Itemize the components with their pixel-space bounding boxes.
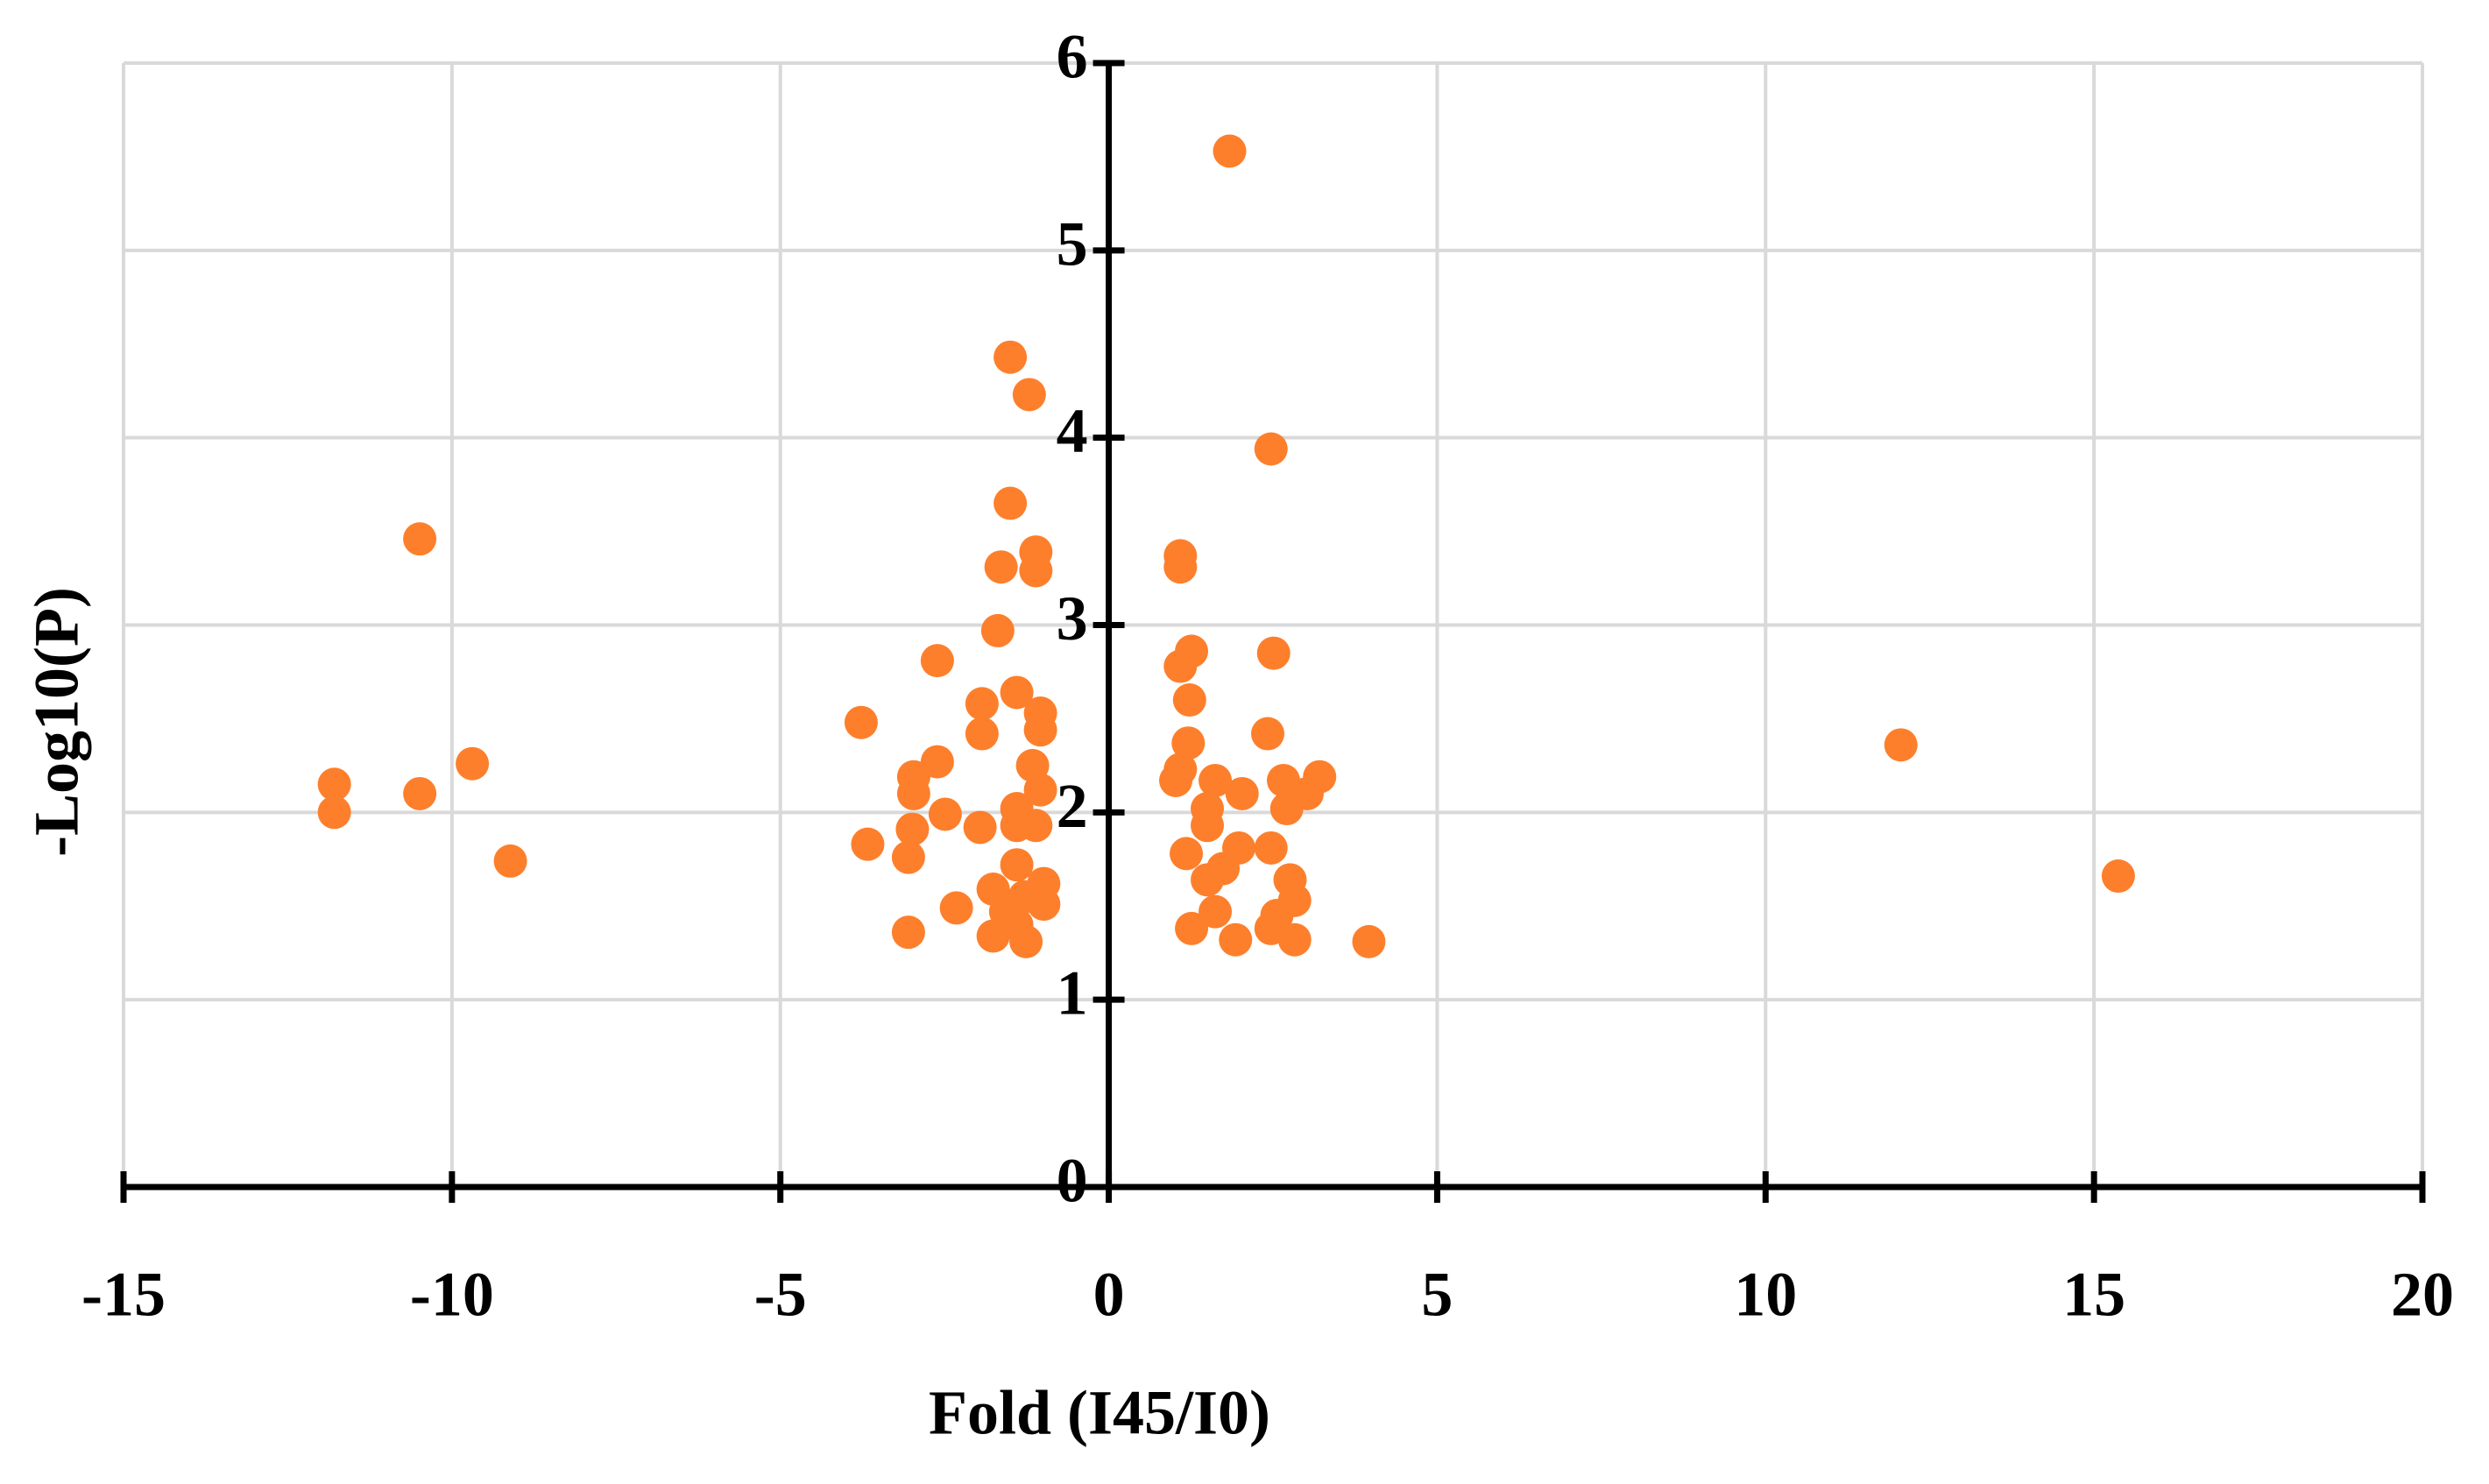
point xyxy=(1012,378,1046,412)
point xyxy=(1000,848,1034,882)
point xyxy=(1256,636,1290,670)
point xyxy=(1159,763,1193,797)
point xyxy=(1023,773,1057,807)
point xyxy=(1191,863,1225,897)
point xyxy=(896,776,930,810)
point xyxy=(403,776,437,810)
point xyxy=(1225,776,1259,810)
point xyxy=(493,844,527,878)
point xyxy=(1254,830,1288,865)
point xyxy=(965,687,999,721)
x-tick-label: -10 xyxy=(410,1260,494,1330)
point xyxy=(1170,837,1204,871)
point xyxy=(1199,894,1233,929)
x-tick-label: 0 xyxy=(1093,1260,1125,1330)
point xyxy=(984,550,1018,584)
point xyxy=(1000,675,1034,710)
point xyxy=(1019,554,1053,588)
point xyxy=(928,797,962,831)
point xyxy=(1023,713,1057,747)
x-tick-label: 15 xyxy=(2062,1260,2125,1330)
point xyxy=(939,891,973,925)
x-tick-label: 5 xyxy=(1421,1260,1453,1330)
y-tick-label: 6 xyxy=(1057,22,1088,92)
x-tick-label: -15 xyxy=(81,1260,166,1330)
point xyxy=(1219,922,1253,957)
point xyxy=(844,705,878,739)
x-tick-label: -5 xyxy=(754,1260,807,1330)
point xyxy=(2101,859,2135,894)
point xyxy=(1254,432,1288,466)
point xyxy=(1019,809,1053,843)
x-tick-label: 10 xyxy=(1734,1260,1797,1330)
point xyxy=(403,522,437,556)
y-axis-title: -Log10(P) xyxy=(22,587,92,857)
point xyxy=(895,812,930,846)
point xyxy=(1199,763,1233,797)
x-tick-label: 20 xyxy=(2391,1260,2454,1330)
point xyxy=(920,745,954,779)
point xyxy=(317,767,351,802)
point xyxy=(1269,792,1304,826)
point xyxy=(976,919,1010,953)
y-tick-label: 3 xyxy=(1057,583,1088,654)
point xyxy=(891,915,925,950)
point xyxy=(963,810,997,844)
point xyxy=(920,644,954,678)
point xyxy=(1277,922,1312,957)
point xyxy=(1171,726,1206,760)
point xyxy=(993,340,1028,374)
point xyxy=(1027,887,1061,922)
point xyxy=(1352,924,1386,958)
point xyxy=(851,827,885,861)
point xyxy=(317,795,351,830)
point xyxy=(1009,924,1043,958)
point xyxy=(1213,134,1247,168)
y-tick-label: 5 xyxy=(1057,208,1088,279)
point xyxy=(1163,550,1198,584)
point xyxy=(456,746,490,781)
point xyxy=(1172,683,1206,717)
y-tick-label: 4 xyxy=(1057,396,1088,466)
point xyxy=(1175,911,1209,945)
point xyxy=(993,486,1028,520)
point xyxy=(965,717,999,751)
point xyxy=(1251,717,1285,751)
point xyxy=(1884,728,1918,762)
y-tick-label: 2 xyxy=(1057,771,1088,841)
point xyxy=(980,613,1015,647)
point xyxy=(1191,809,1225,843)
point xyxy=(1163,649,1198,683)
point xyxy=(891,840,925,874)
y-tick-label: 0 xyxy=(1057,1146,1088,1216)
x-axis-title: Fold (I45/I0) xyxy=(929,1378,1270,1448)
y-tick-label: 1 xyxy=(1057,958,1088,1028)
